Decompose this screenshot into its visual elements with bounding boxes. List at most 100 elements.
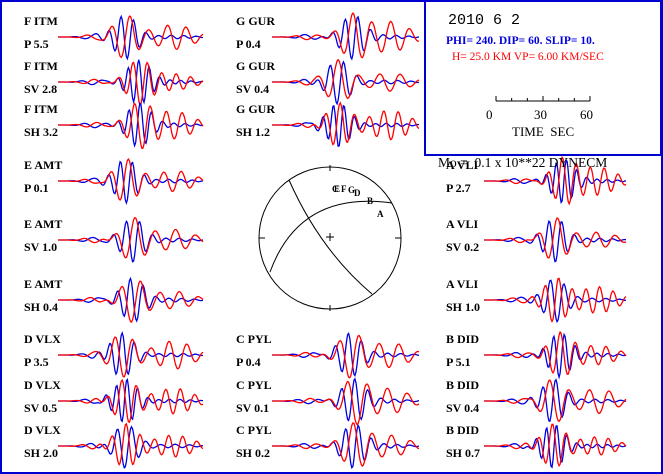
synthetic-waveform	[484, 379, 627, 423]
station-label: B DID	[446, 332, 479, 346]
station-label: D VLX	[24, 332, 61, 346]
synthetic-waveform	[272, 380, 420, 426]
phase-amplitude-label: SV 0.4	[236, 82, 269, 96]
observed-waveform	[272, 332, 420, 377]
phase-amplitude-label: P 3.5	[24, 355, 49, 369]
station-label: B DID	[446, 423, 479, 437]
observed-waveform	[272, 377, 420, 422]
station-label: F ITM	[24, 59, 58, 73]
synthetic-waveform	[58, 280, 204, 323]
station-mark: E	[334, 184, 340, 194]
station-label: E AMT	[24, 277, 62, 291]
synthetic-waveform	[484, 217, 627, 259]
station-label: A VLI	[446, 217, 478, 231]
moment-label: Mo = 0.1 x 10**22 DYNECM	[438, 155, 607, 170]
synthetic-waveform	[58, 422, 204, 467]
observed-waveform	[58, 101, 204, 148]
synthetic-waveform	[272, 101, 420, 146]
station-mark: F	[341, 184, 347, 194]
phase-amplitude-label: P 0.4	[236, 355, 261, 369]
synthetic-waveform	[272, 334, 420, 379]
station-mark: A	[377, 209, 384, 219]
phase-amplitude-label: SH 1.2	[236, 125, 270, 139]
waveform-traces: F ITM P 5.5 F ITM SV 2.8 F ITM SH 3.2 E AMT P 0…	[24, 11, 627, 470]
station-label: C PYL	[236, 332, 272, 346]
phase-amplitude-label: SH 2.0	[24, 446, 58, 460]
time-scale-bar	[495, 96, 591, 102]
mechanism-label: PHI= 240. DIP= 60. SLIP= 10.	[446, 35, 595, 47]
station-label: G GUR	[236, 14, 275, 28]
phase-amplitude-label: SH 3.2	[24, 125, 58, 139]
synthetic-waveform	[58, 102, 204, 150]
observed-waveform	[58, 331, 204, 376]
observed-waveform	[58, 219, 204, 263]
station-label: D VLX	[24, 423, 61, 437]
synthetic-waveform	[272, 422, 420, 467]
synthetic-waveform	[58, 216, 204, 259]
station-label: F ITM	[24, 14, 58, 28]
phase-amplitude-label: P 0.4	[236, 37, 261, 51]
observed-waveform	[484, 332, 627, 380]
phase-amplitude-label: SV 1.0	[24, 240, 57, 254]
station-label: E AMT	[24, 158, 62, 172]
nodal-plane-2	[269, 200, 393, 273]
phase-amplitude-label: SV 0.2	[446, 240, 479, 254]
phase-amplitude-label: P 2.7	[446, 181, 471, 195]
observed-waveform	[58, 276, 204, 323]
time-axis-label: TIME SEC	[512, 124, 574, 139]
station-label: A VLI	[446, 158, 478, 172]
station-mark: B	[367, 196, 373, 206]
source-label: H= 25.0 KM VP= 6.00 KM/SEC	[452, 51, 604, 63]
station-label: D VLX	[24, 378, 61, 392]
observed-waveform	[484, 378, 627, 422]
station-label: E AMT	[24, 217, 62, 231]
observed-waveform	[58, 14, 203, 61]
phase-amplitude-label: P 5.5	[24, 37, 49, 51]
observed-waveform	[484, 220, 627, 263]
phase-amplitude-label: SH 0.4	[24, 300, 58, 314]
observed-waveform	[484, 157, 627, 205]
phase-amplitude-label: P 0.1	[24, 181, 49, 195]
synthetic-waveform	[484, 155, 627, 206]
observed-waveform	[272, 15, 420, 61]
synthetic-waveform	[272, 58, 420, 100]
station-mark: C	[332, 184, 339, 194]
info-box: 2010 6 2 PHI= 240. DIP= 60. SLIP= 10. H=…	[424, 0, 662, 156]
synthetic-waveform	[58, 157, 204, 202]
time-tick-label: 30	[534, 107, 547, 122]
station-mark: D	[354, 188, 361, 198]
synthetic-waveform	[58, 336, 204, 378]
phase-amplitude-label: SH 0.7	[446, 446, 480, 460]
station-label: B DID	[446, 378, 479, 392]
event-date: 2010 6 2	[448, 12, 520, 29]
synthetic-waveform	[484, 277, 627, 323]
phase-amplitude-label: SV 0.4	[446, 401, 479, 415]
info-box-border	[424, 0, 662, 156]
observed-waveform	[272, 60, 420, 106]
time-tick-label: 60	[580, 107, 593, 122]
phase-amplitude-label: SV 2.8	[24, 82, 57, 96]
synthetic-waveform	[484, 423, 627, 468]
observed-waveform	[58, 377, 204, 423]
synthetic-waveform	[58, 61, 204, 106]
phase-amplitude-label: SV 0.5	[24, 401, 57, 415]
synthetic-waveform	[484, 330, 627, 375]
phase-amplitude-label: SH 0.2	[236, 446, 270, 460]
station-label: F ITM	[24, 102, 58, 116]
synthetic-waveform	[58, 378, 204, 424]
phase-amplitude-label: P 5.1	[446, 355, 471, 369]
observed-waveform	[58, 59, 204, 105]
observed-waveform	[58, 425, 204, 470]
observed-waveform	[272, 423, 420, 470]
focal-sphere: C E F G D B A	[258, 165, 402, 311]
station-label: G GUR	[236, 59, 275, 73]
station-label: C PYL	[236, 423, 272, 437]
phase-amplitude-label: SH 1.0	[446, 300, 480, 314]
synthetic-waveform	[58, 15, 204, 59]
station-label: G GUR	[236, 102, 275, 116]
synthetic-waveform	[272, 11, 419, 59]
time-tick-label: 0	[486, 107, 493, 122]
station-label: A VLI	[446, 277, 478, 291]
